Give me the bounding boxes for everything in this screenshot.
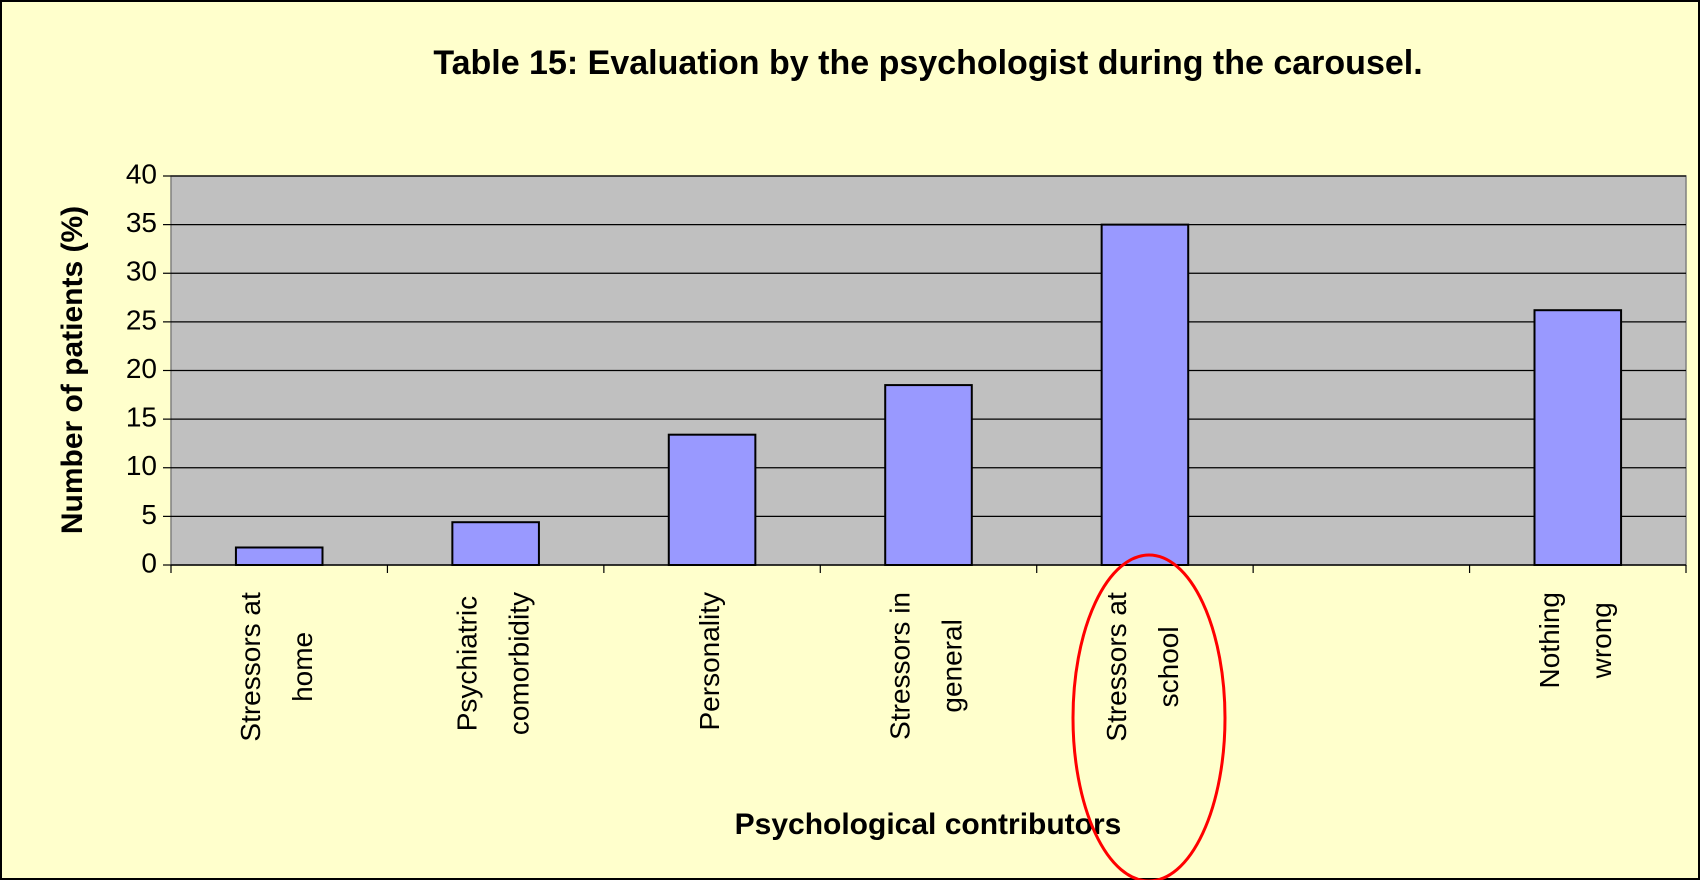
x-tick-label: Nothing wrong xyxy=(1534,592,1617,689)
y-tick-label: 10 xyxy=(126,450,157,481)
x-tick-label: Stressors at home xyxy=(236,592,319,742)
highlight-ellipse xyxy=(1071,553,1227,880)
y-tick-label: 5 xyxy=(141,499,157,530)
bar xyxy=(884,384,973,566)
x-tick-label: Stressors at school xyxy=(1101,592,1184,742)
y-tick-label: 40 xyxy=(126,158,157,189)
y-tick-label: 30 xyxy=(126,256,157,287)
y-tick-label: 15 xyxy=(126,402,157,433)
x-axis-label: Psychological contributors xyxy=(735,808,1122,841)
marks: 0 5 10 15 20 25 30 35 40 Stressors at home Psychiat… xyxy=(126,158,1687,742)
x-tick-label: Personality xyxy=(694,592,725,731)
bar xyxy=(667,433,757,566)
y-tick-label: 0 xyxy=(141,547,157,578)
chart-title: Table 15: Evaluation by the psychologist… xyxy=(433,44,1422,82)
x-tick-label: Stressors in general xyxy=(885,592,968,740)
x-tick-label: Psychiatric comorbidity xyxy=(452,592,535,735)
bar xyxy=(451,521,540,567)
y-tick-label: 35 xyxy=(126,207,157,238)
bar xyxy=(1100,223,1190,566)
y-tick-label: 25 xyxy=(126,304,157,335)
y-axis-label: Number of patients (%) xyxy=(56,206,89,534)
bar xyxy=(1533,309,1623,566)
bar xyxy=(234,546,324,566)
y-tick-label: 20 xyxy=(126,353,157,384)
